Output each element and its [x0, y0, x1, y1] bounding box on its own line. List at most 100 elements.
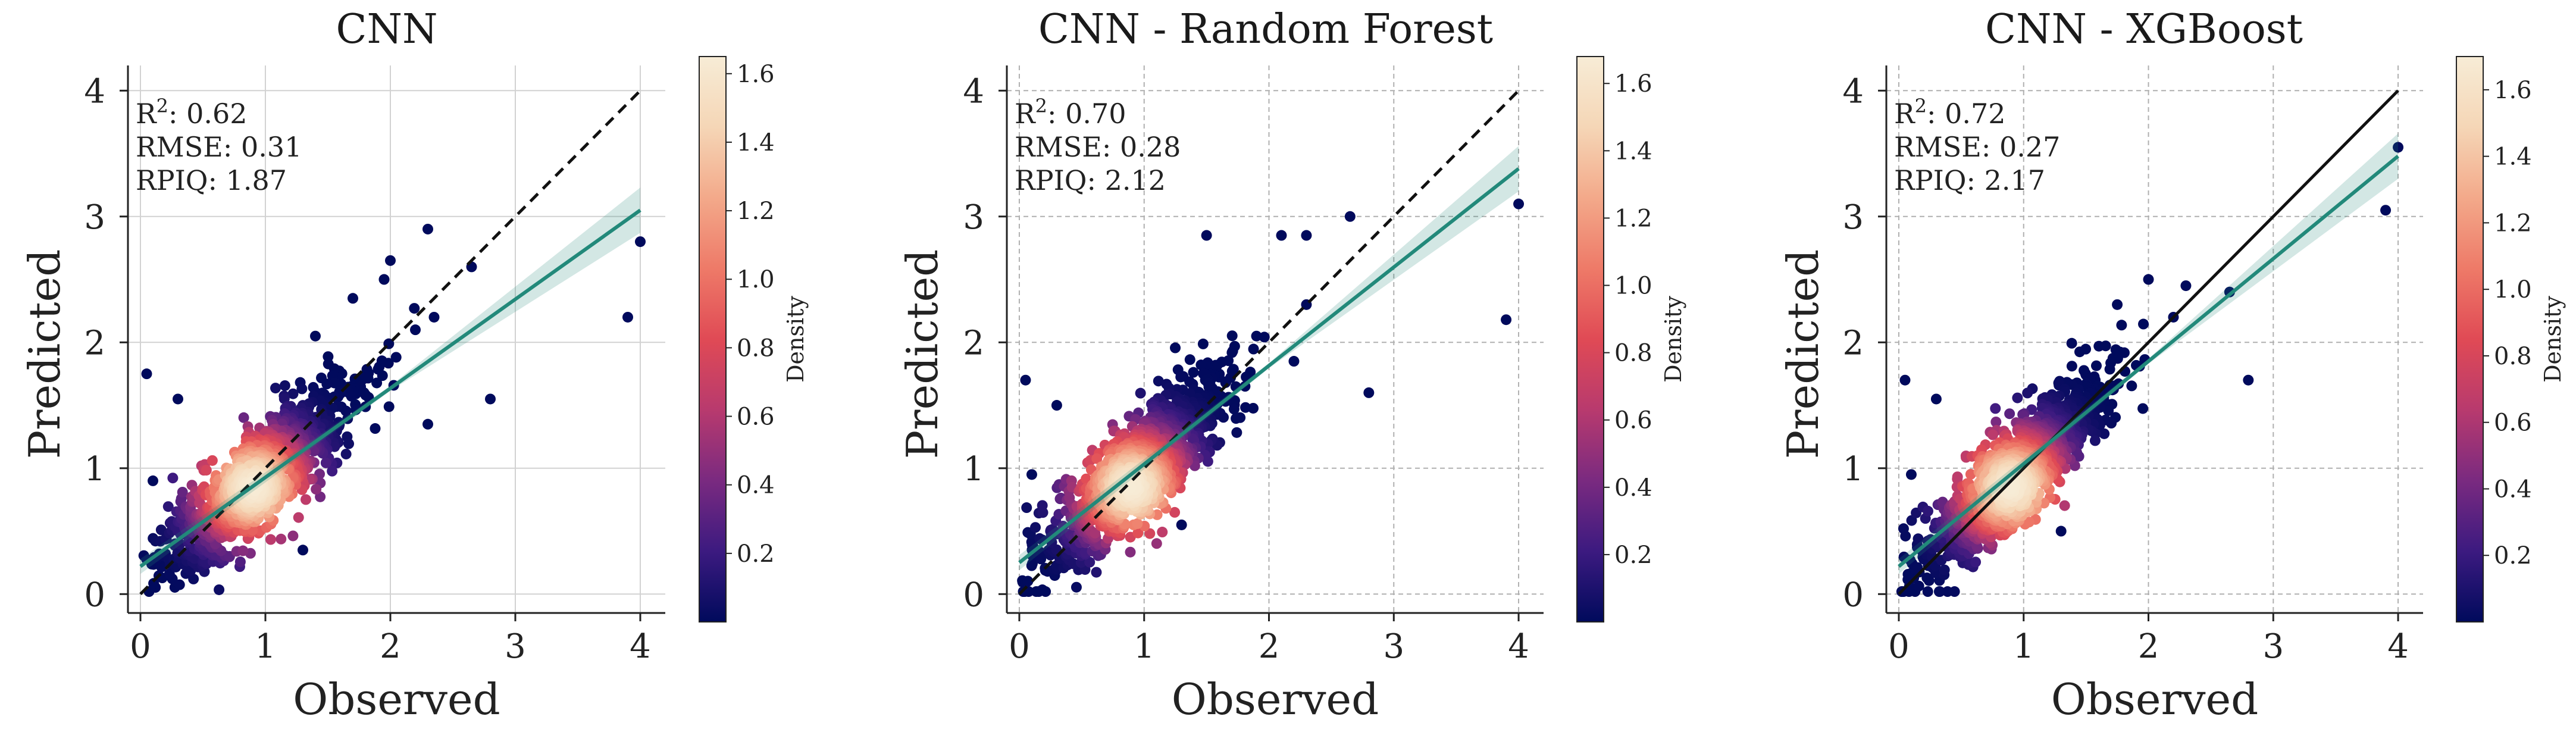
x-tick-label: 2 [1259, 627, 1280, 666]
data-point [311, 484, 322, 495]
data-point [2180, 280, 2192, 292]
data-point [1965, 468, 1976, 480]
data-point [300, 494, 311, 505]
data-point [2093, 340, 2105, 352]
data-point [1037, 500, 1048, 511]
data-point [428, 311, 440, 323]
colorbar-label: Density [782, 296, 809, 383]
x-axis-label: Observed [293, 674, 500, 724]
colorbar-tick-label: 0.2 [1614, 542, 1652, 569]
data-point [1125, 482, 1136, 493]
colorbar-tick-label: 0.4 [737, 472, 775, 499]
stat-r: R2: 0.70 [1015, 95, 1126, 130]
colorbar-tick-label: 1.0 [1614, 273, 1652, 300]
data-point [238, 412, 249, 423]
data-point [2066, 337, 2077, 349]
data-point [1021, 502, 1032, 514]
data-point [1913, 533, 1924, 545]
data-point [1248, 343, 1259, 355]
data-point [1037, 584, 1048, 596]
data-point [293, 512, 304, 523]
y-tick-label: 3 [1842, 198, 1864, 237]
data-point [1501, 314, 1512, 326]
data-point [1344, 211, 1356, 222]
data-point [2104, 364, 2115, 375]
colorbar-tick-label: 0.8 [737, 334, 775, 362]
x-tick-label: 2 [2138, 627, 2159, 666]
stat-rpiq: RPIQ: 2.17 [1894, 164, 2045, 196]
data-point [1248, 402, 1259, 414]
data-point [371, 377, 383, 389]
stat-rmse: RMSE: 0.27 [1894, 131, 2060, 163]
data-point [1201, 230, 1212, 241]
data-point [1144, 528, 1156, 539]
data-point [1226, 347, 1238, 358]
data-point [348, 293, 358, 304]
y-tick-label: 0 [963, 575, 984, 614]
data-point [298, 545, 308, 556]
x-tick-label: 0 [1888, 627, 1910, 666]
data-point [2116, 320, 2127, 331]
data-point [385, 255, 396, 266]
colorbar-tick-label: 1.2 [737, 198, 775, 225]
data-point [296, 383, 308, 395]
data-point [2074, 346, 2085, 358]
chart-title: CNN - XGBoost [1985, 6, 2303, 53]
colorbar-tick-label: 0.4 [1614, 474, 1652, 502]
data-point [410, 324, 421, 336]
data-point [287, 388, 299, 399]
data-point [409, 303, 420, 314]
data-point [270, 383, 281, 394]
data-point [1175, 371, 1187, 383]
data-point [1132, 527, 1144, 539]
data-point [1913, 580, 1924, 592]
colorbar-gradient [1576, 56, 1604, 622]
data-point [1930, 393, 1942, 405]
y-tick-label: 4 [1842, 72, 1864, 111]
data-point [2066, 361, 2077, 372]
data-point [1151, 538, 1162, 549]
x-tick-label: 2 [380, 627, 401, 666]
y-tick-label: 0 [1842, 575, 1864, 614]
data-point [1898, 523, 1909, 534]
data-point [1169, 506, 1181, 518]
data-point [1363, 387, 1375, 398]
data-point [1091, 567, 1102, 578]
data-point [2012, 392, 2023, 403]
data-point [167, 473, 179, 484]
x-tick-label: 4 [630, 627, 651, 666]
data-point [1176, 519, 1187, 530]
colorbar-tick-label: 1.6 [2494, 77, 2532, 104]
y-axis-label: Predicted [1778, 249, 1828, 459]
data-point [173, 393, 183, 405]
data-point [2089, 435, 2101, 446]
colorbar: 0.2 0.4 0.6 0.8 1.0 1.2 1.4 1.6 Density [1576, 56, 1686, 622]
data-point [155, 559, 167, 571]
regression-line [139, 208, 641, 568]
data-point [265, 534, 276, 545]
regression-line [1018, 167, 1520, 564]
data-point [2005, 483, 2017, 495]
y-tick-label: 4 [84, 72, 105, 111]
data-point [1251, 330, 1262, 342]
y-tick-label: 2 [84, 324, 105, 362]
x-tick-label: 3 [1383, 627, 1404, 666]
y-tick-label: 0 [84, 575, 105, 614]
data-point [622, 311, 633, 323]
data-point [1231, 427, 1242, 438]
colorbar: 0.2 0.4 0.6 0.8 1.0 1.2 1.4 1.6 Density [2456, 56, 2566, 622]
data-point [422, 223, 433, 234]
x-tick-label: 0 [1009, 627, 1030, 666]
colorbar-tick-label: 0.8 [1614, 340, 1652, 367]
data-point [2243, 374, 2254, 386]
data-point [1197, 338, 1209, 349]
data-point [1226, 330, 1238, 342]
data-point [1949, 586, 1960, 598]
data-point [635, 236, 646, 248]
x-tick-label: 0 [130, 627, 151, 666]
data-point [279, 380, 290, 391]
data-point [148, 578, 159, 589]
data-point [1195, 359, 1207, 371]
colorbar-tick-label: 0.4 [2494, 476, 2532, 503]
data-point [188, 573, 199, 584]
